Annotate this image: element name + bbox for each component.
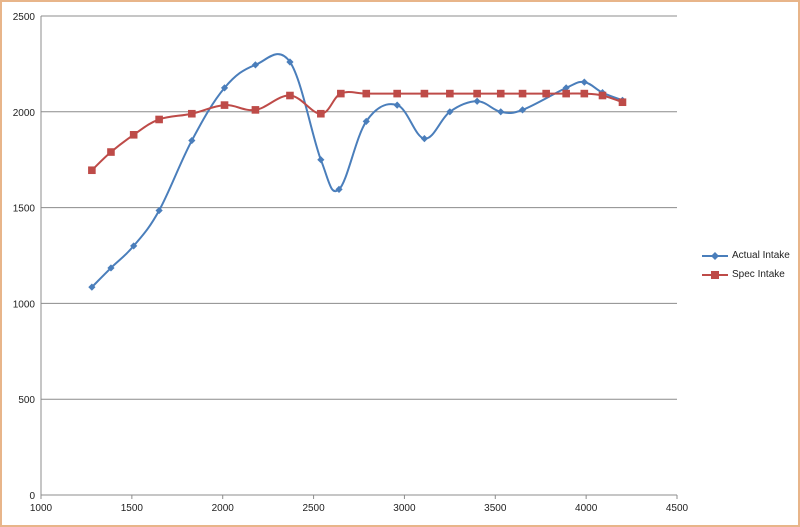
x-tick-label: 1500 — [121, 503, 144, 514]
diamond-marker-icon — [702, 251, 728, 260]
data-point-diamond — [251, 61, 260, 69]
data-point-square — [188, 109, 196, 118]
x-tick-label: 3000 — [393, 503, 416, 514]
data-point-square — [598, 91, 607, 100]
y-tick-label: 0 — [29, 491, 35, 502]
gridlines — [41, 15, 677, 400]
square-marker-icon — [702, 270, 728, 279]
legend-item-spec-intake: Spec Intake — [702, 265, 790, 284]
data-point-diamond — [393, 101, 401, 109]
data-point-diamond — [155, 206, 163, 215]
data-point-square — [562, 89, 570, 98]
data-point-diamond — [286, 58, 294, 66]
series-line — [91, 91, 623, 171]
data-point-diamond — [335, 185, 343, 193]
legend-label-actual-intake: Actual Intake — [732, 250, 790, 261]
data-point-square — [88, 166, 96, 175]
data-point-diamond — [518, 106, 527, 114]
y-tick-label: 500 — [18, 395, 35, 406]
data-point-square — [337, 89, 345, 98]
legend-item-actual-intake: Actual Intake — [702, 246, 790, 265]
data-point-diamond — [420, 135, 429, 143]
data-point-diamond — [317, 156, 325, 164]
data-point-square — [129, 130, 138, 139]
data-point-diamond — [562, 84, 570, 92]
y-tick-label: 1500 — [13, 204, 36, 215]
data-point-diamond — [446, 108, 454, 116]
x-tick-label: 3500 — [484, 503, 507, 514]
x-tick-label: 4500 — [666, 503, 689, 514]
data-point-diamond — [130, 242, 138, 250]
data-point-diamond — [220, 84, 229, 92]
data-point-square — [107, 148, 115, 156]
data-point-square — [362, 89, 371, 98]
axes: 0 500 1000 1500 2000 2500 1000 1500 2000 2500 3000… — [13, 12, 689, 514]
x-tick-label: 2500 — [302, 503, 325, 514]
data-point-square — [155, 115, 163, 124]
data-point-square — [580, 89, 589, 98]
data-point-square — [220, 101, 229, 109]
series-actual-intake — [88, 53, 627, 291]
data-point-square — [420, 89, 429, 98]
data-point-square — [317, 109, 325, 118]
data-point-diamond — [497, 108, 505, 116]
y-tick-label: 2500 — [13, 12, 36, 23]
x-tick-label: 4000 — [575, 503, 598, 514]
data-point-square — [473, 89, 481, 98]
x-tick-label: 1000 — [30, 503, 53, 514]
data-point-diamond — [107, 264, 115, 272]
x-tick-label: 2000 — [212, 503, 235, 514]
y-tick-label: 1000 — [13, 299, 36, 310]
series-line — [91, 53, 623, 288]
data-point-square — [542, 89, 550, 98]
legend-label-spec-intake: Spec Intake — [732, 269, 785, 280]
data-point-square — [286, 91, 294, 100]
series-layer — [88, 53, 627, 291]
data-point-diamond — [362, 117, 370, 125]
data-point-diamond — [188, 136, 196, 145]
data-point-square — [518, 89, 527, 98]
data-point-square — [393, 89, 401, 98]
data-point-square — [446, 89, 454, 98]
series-spec-intake — [88, 89, 627, 175]
data-point-square — [496, 89, 505, 98]
data-point-square — [618, 98, 627, 107]
legend: Actual Intake Spec Intake — [702, 246, 790, 284]
data-point-diamond — [473, 97, 481, 105]
data-point-square — [251, 106, 260, 114]
y-tick-label: 2000 — [13, 108, 36, 119]
data-point-diamond — [580, 78, 588, 86]
data-point-diamond — [88, 283, 96, 291]
